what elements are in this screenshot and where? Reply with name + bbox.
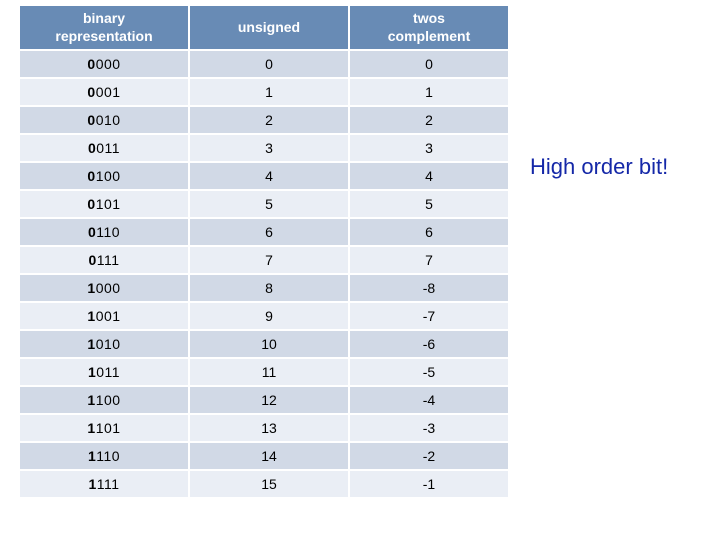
cell-binary: 0101 (19, 190, 189, 218)
cell-binary: 0110 (19, 218, 189, 246)
high-order-bit: 1 (87, 392, 95, 408)
cell-twos: 1 (349, 78, 509, 106)
cell-twos: 3 (349, 134, 509, 162)
cell-twos: 2 (349, 106, 509, 134)
cell-binary: 1111 (19, 470, 189, 498)
cell-unsigned: 14 (189, 442, 349, 470)
cell-unsigned: 4 (189, 162, 349, 190)
cell-unsigned: 2 (189, 106, 349, 134)
cell-unsigned: 5 (189, 190, 349, 218)
high-order-bit: 0 (88, 252, 96, 268)
cell-twos: 6 (349, 218, 509, 246)
table-row: 101010-6 (19, 330, 509, 358)
cell-twos: 4 (349, 162, 509, 190)
cell-unsigned: 11 (189, 358, 349, 386)
cell-binary: 0010 (19, 106, 189, 134)
high-order-bit: 1 (87, 336, 95, 352)
cell-unsigned: 12 (189, 386, 349, 414)
cell-unsigned: 1 (189, 78, 349, 106)
cell-twos: -4 (349, 386, 509, 414)
col-header-twos: twoscomplement (349, 5, 509, 50)
high-order-bit: 0 (87, 168, 95, 184)
table-row: 010044 (19, 162, 509, 190)
cell-unsigned: 3 (189, 134, 349, 162)
high-order-bit: 1 (87, 420, 95, 436)
cell-binary: 0001 (19, 78, 189, 106)
table-row: 111014-2 (19, 442, 509, 470)
table-row: 10019-7 (19, 302, 509, 330)
cell-binary: 0100 (19, 162, 189, 190)
cell-binary: 0000 (19, 50, 189, 78)
table-row: 011066 (19, 218, 509, 246)
cell-unsigned: 6 (189, 218, 349, 246)
cell-binary: 1011 (19, 358, 189, 386)
table-row: 001133 (19, 134, 509, 162)
cell-binary: 1100 (19, 386, 189, 414)
cell-twos: -5 (349, 358, 509, 386)
cell-twos: 0 (349, 50, 509, 78)
cell-binary: 1010 (19, 330, 189, 358)
high-order-bit: 0 (88, 140, 96, 156)
cell-twos: 5 (349, 190, 509, 218)
table-row: 110113-3 (19, 414, 509, 442)
cell-binary: 0011 (19, 134, 189, 162)
table-row: 110012-4 (19, 386, 509, 414)
col-header-binary: binaryrepresentation (19, 5, 189, 50)
col-header-unsigned: unsigned (189, 5, 349, 50)
table-row: 001022 (19, 106, 509, 134)
high-order-bit: 1 (87, 280, 95, 296)
cell-binary: 1001 (19, 302, 189, 330)
cell-twos: -2 (349, 442, 509, 470)
cell-unsigned: 13 (189, 414, 349, 442)
binary-values-table: binaryrepresentation unsigned twoscomple… (18, 4, 510, 499)
cell-twos: 7 (349, 246, 509, 274)
table-row: 101111-5 (19, 358, 509, 386)
cell-unsigned: 10 (189, 330, 349, 358)
cell-unsigned: 7 (189, 246, 349, 274)
high-order-bit: 0 (88, 224, 96, 240)
cell-twos: -6 (349, 330, 509, 358)
table-row: 000000 (19, 50, 509, 78)
table-row: 010155 (19, 190, 509, 218)
high-order-bit: 1 (87, 308, 95, 324)
cell-binary: 0111 (19, 246, 189, 274)
high-order-bit-callout: High order bit! (530, 154, 668, 180)
cell-unsigned: 0 (189, 50, 349, 78)
cell-unsigned: 15 (189, 470, 349, 498)
table-body: 0000000001110010220011330100440101550110… (19, 50, 509, 498)
high-order-bit: 0 (87, 84, 95, 100)
high-order-bit: 1 (88, 364, 96, 380)
cell-binary: 1110 (19, 442, 189, 470)
high-order-bit: 1 (88, 448, 96, 464)
high-order-bit: 0 (87, 112, 95, 128)
cell-twos: -8 (349, 274, 509, 302)
cell-binary: 1000 (19, 274, 189, 302)
table-row: 111115-1 (19, 470, 509, 498)
high-order-bit: 0 (87, 56, 95, 72)
cell-twos: -7 (349, 302, 509, 330)
cell-twos: -3 (349, 414, 509, 442)
cell-binary: 1101 (19, 414, 189, 442)
table-row: 10008-8 (19, 274, 509, 302)
high-order-bit: 0 (87, 196, 95, 212)
high-order-bit: 1 (88, 476, 96, 492)
table-header-row: binaryrepresentation unsigned twoscomple… (19, 5, 509, 50)
cell-unsigned: 8 (189, 274, 349, 302)
table-row: 011177 (19, 246, 509, 274)
cell-twos: -1 (349, 470, 509, 498)
cell-unsigned: 9 (189, 302, 349, 330)
table-row: 000111 (19, 78, 509, 106)
